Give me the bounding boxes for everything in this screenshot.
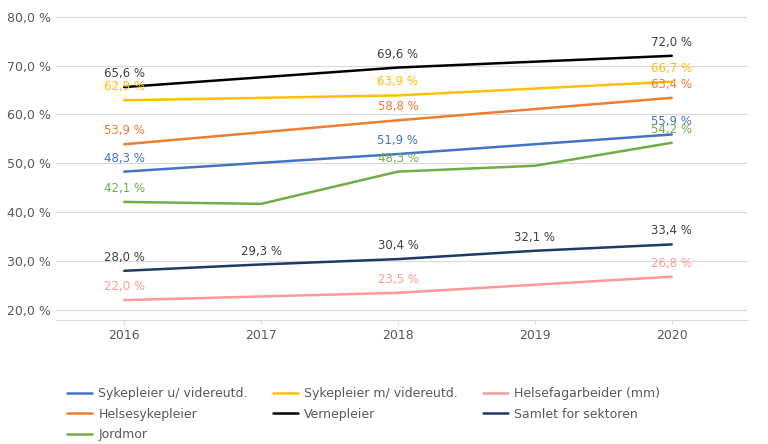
Line: Sykepleier u/ videreutd.: Sykepleier u/ videreutd. <box>124 135 672 172</box>
Sykepleier m/ videreutd. <box>667 79 677 84</box>
Sykepleier m/ videreutd. <box>120 98 129 103</box>
Text: 42,1 %: 42,1 % <box>104 182 145 195</box>
Text: 63,9 %: 63,9 % <box>378 75 419 88</box>
Samlet for sektoren <box>393 257 402 262</box>
Vernepleier <box>120 84 129 90</box>
Text: 62,9 %: 62,9 % <box>104 80 145 93</box>
Text: 69,6 %: 69,6 % <box>377 48 419 60</box>
Line: Helsefagarbeider (mm): Helsefagarbeider (mm) <box>124 277 672 300</box>
Text: 63,4 %: 63,4 % <box>651 78 692 91</box>
Samlet for sektoren <box>257 262 266 267</box>
Helsefagarbeider (mm) <box>120 297 129 303</box>
Text: 58,8 %: 58,8 % <box>378 100 419 113</box>
Text: 65,6 %: 65,6 % <box>104 67 144 80</box>
Jordmor <box>667 140 677 146</box>
Text: 72,0 %: 72,0 % <box>651 36 692 49</box>
Vernepleier <box>667 53 677 59</box>
Helsefagarbeider (mm) <box>667 274 677 279</box>
Helsesykepleier <box>667 95 677 100</box>
Jordmor <box>257 201 266 206</box>
Helsefagarbeider (mm) <box>393 290 402 295</box>
Line: Helsesykepleier: Helsesykepleier <box>124 98 672 144</box>
Line: Samlet for sektoren: Samlet for sektoren <box>124 245 672 271</box>
Text: 54,2 %: 54,2 % <box>651 123 692 136</box>
Jordmor <box>530 163 539 168</box>
Samlet for sektoren <box>667 242 677 247</box>
Vernepleier <box>393 65 402 70</box>
Samlet for sektoren <box>530 248 539 254</box>
Line: Sykepleier m/ videreutd.: Sykepleier m/ videreutd. <box>124 82 672 100</box>
Text: 48,3 %: 48,3 % <box>104 152 144 165</box>
Sykepleier m/ videreutd. <box>393 93 402 98</box>
Text: 55,9 %: 55,9 % <box>651 115 692 127</box>
Text: 33,4 %: 33,4 % <box>651 225 692 238</box>
Text: 53,9 %: 53,9 % <box>104 124 144 137</box>
Jordmor <box>120 199 129 205</box>
Text: 32,1 %: 32,1 % <box>515 231 555 244</box>
Line: Jordmor: Jordmor <box>124 143 672 204</box>
Text: 30,4 %: 30,4 % <box>378 239 419 252</box>
Text: 66,7 %: 66,7 % <box>651 62 692 75</box>
Samlet for sektoren <box>120 268 129 274</box>
Sykepleier u/ videreutd. <box>393 151 402 157</box>
Jordmor <box>393 169 402 174</box>
Helsesykepleier <box>120 142 129 147</box>
Legend: Sykepleier u/ videreutd., Helsesykepleier, Jordmor, Sykepleier m/ videreutd., Ve: Sykepleier u/ videreutd., Helsesykepleie… <box>62 382 665 444</box>
Sykepleier u/ videreutd. <box>667 132 677 137</box>
Text: 48,3 %: 48,3 % <box>378 152 419 165</box>
Text: 23,5 %: 23,5 % <box>378 273 419 286</box>
Text: 51,9 %: 51,9 % <box>378 134 419 147</box>
Text: 28,0 %: 28,0 % <box>104 251 144 264</box>
Text: 26,8 %: 26,8 % <box>651 257 692 270</box>
Text: 22,0 %: 22,0 % <box>104 280 144 293</box>
Sykepleier u/ videreutd. <box>120 169 129 174</box>
Line: Vernepleier: Vernepleier <box>124 56 672 87</box>
Text: 29,3 %: 29,3 % <box>240 245 282 258</box>
Helsesykepleier <box>393 118 402 123</box>
